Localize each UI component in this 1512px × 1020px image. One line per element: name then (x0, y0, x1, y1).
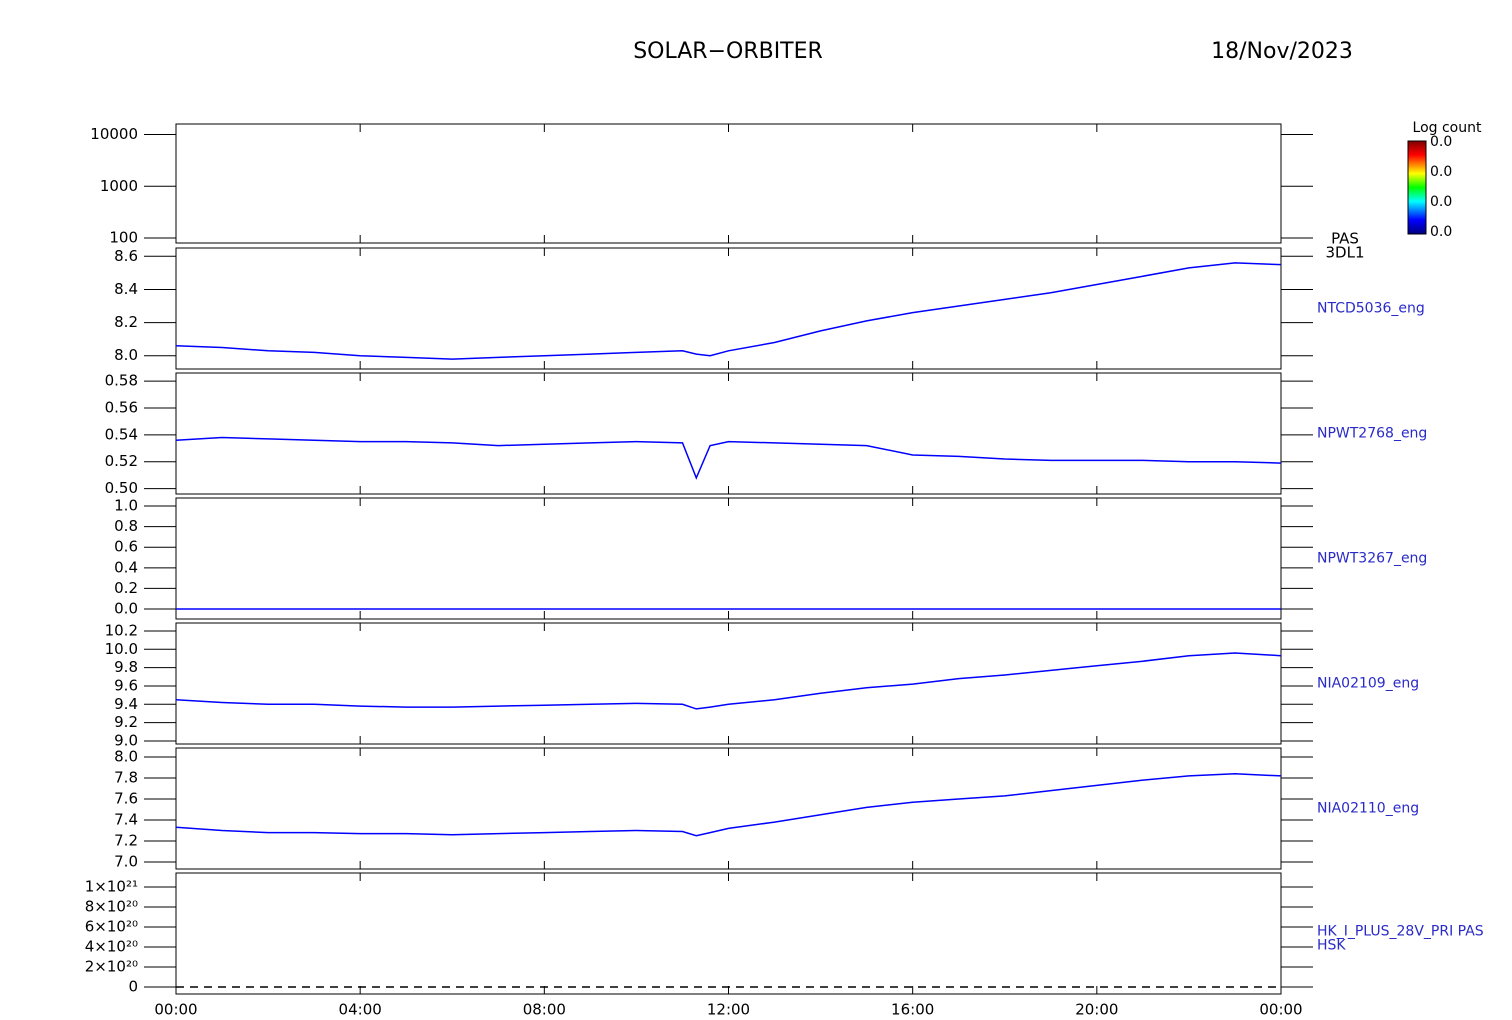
y-tick-label: 9.6 (114, 676, 138, 694)
panel-frame (175, 497, 1282, 620)
panel-label: HSK (1317, 938, 1346, 954)
y-tick-label: 10000 (90, 125, 138, 143)
y-tick-label: 0.0 (114, 600, 138, 618)
x-tick-label: 04:00 (339, 1001, 382, 1019)
y-tick-label: 0.58 (105, 372, 138, 390)
x-tick-label: 16:00 (891, 1001, 934, 1019)
y-tick-label: 7.8 (114, 769, 138, 787)
y-tick-label: 0.4 (114, 558, 138, 576)
y-tick-label: 10.0 (105, 640, 138, 658)
data-line (175, 262, 1282, 360)
panel-label: NIA02110_eng (1317, 801, 1419, 817)
y-tick-label: 0.2 (114, 579, 138, 597)
y-tick-label: 0.52 (105, 452, 138, 470)
y-tick-label: 0.6 (114, 538, 138, 556)
y-tick-label: 8.0 (114, 748, 138, 766)
y-tick-label: 7.0 (114, 852, 138, 870)
y-tick-label: 100 (109, 228, 138, 246)
x-tick-label: 00:00 (154, 1001, 197, 1019)
panel-label: NPWT3267_eng (1317, 551, 1427, 567)
colorbar-label: 0.0 (1430, 134, 1452, 150)
y-tick-label: 8×10²⁰ (85, 898, 138, 916)
date: 18/Nov/2023 (1211, 39, 1353, 64)
panel-frame (175, 372, 1282, 495)
colorbar-label: 0.0 (1430, 224, 1452, 240)
y-tick-label: 2×10²⁰ (85, 958, 138, 976)
colorbar-title: Log count (1413, 120, 1482, 136)
y-tick-label: 9.0 (114, 731, 138, 749)
y-tick-label: 0.56 (105, 398, 138, 416)
y-tick-label: 9.2 (114, 713, 138, 731)
y-tick-label: 9.4 (114, 695, 138, 713)
data-line (175, 652, 1282, 710)
y-tick-label: 8.6 (114, 247, 138, 265)
y-tick-label: 4×10²⁰ (85, 938, 138, 956)
panel-label: PAS (1331, 230, 1359, 248)
chart-title: SOLAR−ORBITER (633, 39, 823, 64)
y-tick-label: 10.2 (105, 621, 138, 639)
y-tick-label: 9.8 (114, 658, 138, 676)
y-tick-label: 7.4 (114, 810, 138, 828)
y-tick-label: 1000 (100, 177, 138, 195)
y-tick-label: 0 (128, 978, 138, 996)
x-tick-label: 20:00 (1075, 1001, 1118, 1019)
y-tick-label: 8.2 (114, 313, 138, 331)
x-tick-label: 12:00 (707, 1001, 750, 1019)
y-tick-label: 0.8 (114, 517, 138, 535)
colorbar (1407, 140, 1427, 235)
panel-frame (175, 872, 1282, 995)
y-tick-label: 6×10²⁰ (85, 918, 138, 936)
y-tick-label: 1×10²¹ (85, 878, 138, 896)
y-tick-label: 8.0 (114, 346, 138, 364)
data-line (175, 773, 1282, 837)
panel-label: HK_I_PLUS_28V_PRI PAS (1317, 924, 1484, 940)
y-tick-label: 7.6 (114, 790, 138, 808)
x-tick-label: 00:00 (1259, 1001, 1302, 1019)
colorbar-label: 0.0 (1430, 194, 1452, 210)
panel-frame (175, 622, 1282, 745)
data-line (175, 436, 1282, 480)
colorbar-label: 0.0 (1430, 164, 1452, 180)
panel-label: NPWT2768_eng (1317, 426, 1427, 442)
panel-frame (175, 123, 1282, 244)
y-tick-label: 7.2 (114, 831, 138, 849)
x-tick-label: 08:00 (523, 1001, 566, 1019)
panel-frame (175, 747, 1282, 870)
y-tick-label: 1.0 (114, 497, 138, 515)
y-tick-label: 0.50 (105, 479, 138, 497)
panel-label: 3DL1 (1326, 244, 1365, 262)
y-tick-label: 8.4 (114, 280, 138, 298)
panel-label: NIA02109_eng (1317, 676, 1419, 692)
panel-label: NTCD5036_eng (1317, 301, 1425, 317)
y-tick-label: 0.54 (105, 425, 138, 443)
